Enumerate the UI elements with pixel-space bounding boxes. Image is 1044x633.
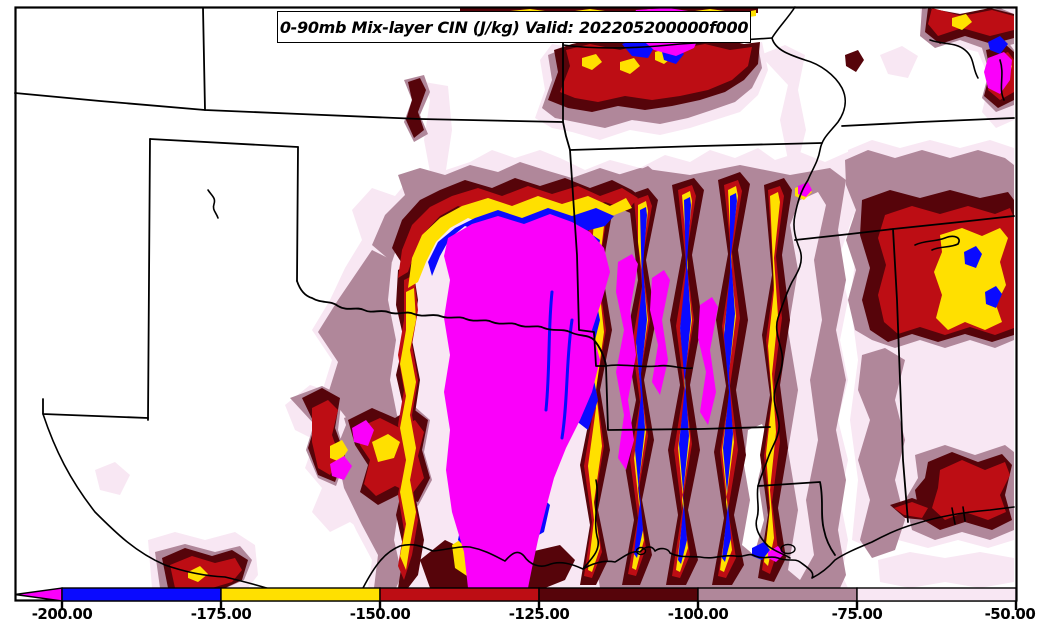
border-ky-tn (841, 117, 1015, 127)
contour-region (764, 192, 780, 566)
contour-region (988, 36, 1008, 54)
kentucky-rivers (929, 39, 1005, 101)
contour-region (628, 195, 652, 576)
contour-region (95, 462, 130, 495)
lake-pontchartrain (780, 543, 796, 555)
louisiana-gulf-coast (582, 506, 1015, 579)
contour-region (878, 552, 1014, 588)
contour-region (984, 52, 1012, 94)
border-37N (14, 92, 564, 123)
contour-crack (544, 290, 554, 412)
contour-region (634, 207, 647, 558)
colorbar-tick-label: -125.00 (508, 605, 570, 623)
contour-region (352, 420, 374, 446)
contour-region (672, 185, 696, 578)
border-mo-ar (569, 142, 823, 151)
contour-region (330, 456, 352, 480)
contour-region (880, 46, 918, 78)
sabine-river (582, 479, 600, 570)
colorbar-arrow-below-200 (14, 587, 63, 602)
colorbar-segment-pink (856, 587, 1017, 602)
red-river-east (605, 364, 693, 370)
colorbar-segment-red (379, 587, 540, 602)
contour-region (620, 58, 640, 74)
colorbar-tick-label: -50.00 (984, 605, 1036, 623)
contour-region (762, 186, 784, 574)
colorbar-tick-label: -175.00 (190, 605, 252, 623)
border-ok-ar (569, 149, 607, 367)
contour-region (582, 54, 602, 70)
contour-region (858, 348, 905, 558)
colorbar (14, 587, 1018, 610)
border-tx-ar-la (605, 365, 771, 431)
colorbar-segment-yellow (220, 587, 381, 602)
border-ks-mo (562, 41, 571, 151)
contour-region (932, 460, 1010, 520)
border-red-river (296, 280, 607, 366)
contour-layer-magenta (330, 8, 1012, 588)
contour-region (678, 197, 691, 564)
contour-region (985, 286, 1002, 308)
colorbar-segment-maroon (538, 587, 699, 602)
border-ms-al (892, 228, 909, 523)
contour-region (752, 542, 770, 560)
contour-region (718, 180, 742, 578)
colorbar-ticks (60, 601, 1018, 610)
border-tx-100W (296, 146, 299, 282)
colorbar-segment-blue (61, 587, 222, 602)
map-title-box: 0-90mb Mix-layer CIN (J/kg) Valid: 20220… (277, 11, 751, 43)
contour-region (560, 42, 752, 102)
contour-region (760, 45, 806, 215)
colorbar-tick-label: -200.00 (31, 605, 93, 623)
contour-region (758, 178, 792, 582)
mobile-bay (951, 506, 966, 525)
lake-calcasieu (635, 546, 647, 556)
tennessee-river (914, 235, 960, 251)
state-borders (14, 7, 1015, 556)
nm-river-segment (207, 189, 219, 219)
mississippi-river (755, 6, 847, 559)
border-la-ms (757, 481, 836, 556)
contour-region (722, 193, 737, 562)
colorbar-tick-label: -100.00 (667, 605, 729, 623)
contour-region (372, 434, 400, 462)
contour-region (616, 254, 638, 470)
contour-region (964, 246, 982, 268)
contour-region (894, 502, 928, 518)
contour-region (650, 270, 670, 395)
colorbar-tick-label: -150.00 (349, 605, 411, 623)
border-co-ks (202, 7, 206, 111)
contour-region (400, 288, 416, 570)
border-nm-tx (147, 138, 151, 421)
rio-grande-river (42, 413, 271, 590)
contour-region-core (444, 214, 610, 588)
contour-region (406, 78, 426, 138)
colorbar-tick-label: -75.00 (831, 605, 883, 623)
contour-region (698, 297, 718, 425)
texas-gulf-coast (362, 543, 584, 589)
colorbar-segment-mauve (697, 587, 858, 602)
border-tx-32N (42, 398, 149, 419)
contour-region (934, 228, 1008, 330)
contour-region (845, 50, 864, 72)
contour-region (952, 14, 972, 30)
border-ok-panhandle-south (149, 138, 299, 148)
map-title: 0-90mb Mix-layer CIN (J/kg) Valid: 20220… (279, 17, 749, 37)
